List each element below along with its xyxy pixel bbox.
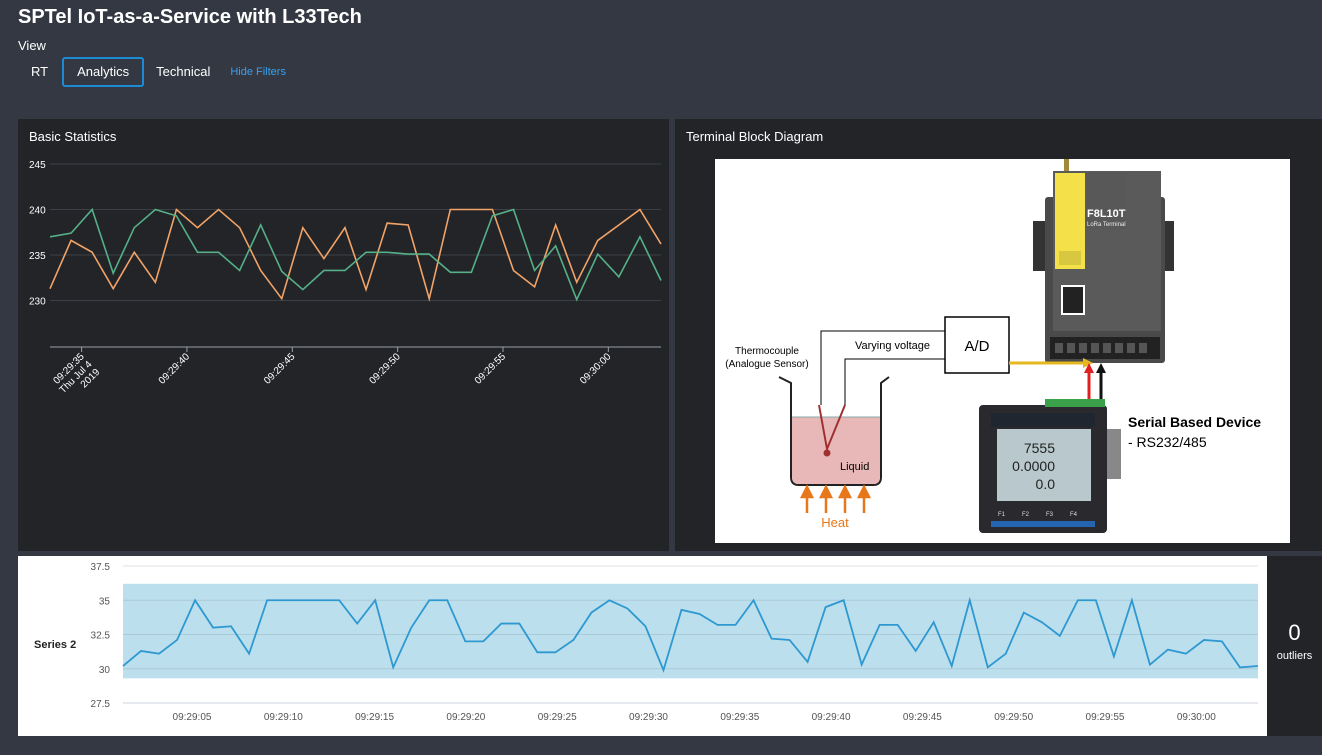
series-x-tick-label: 09:29:40: [812, 712, 851, 723]
app-title: SPTel IoT-as-a-Service with L33Tech: [18, 6, 362, 28]
serial-meter-device: 7555 0.0000 0.0 F1 F2 F3 F4: [979, 399, 1121, 533]
series-x-tick-label: 09:29:10: [264, 712, 303, 723]
serial-device-sub: - RS232/485: [1128, 434, 1207, 450]
series-2-panel: 37.5 35 32.5 30 27.5 09:29:05 09:29:10 09:29:15…: [18, 556, 1267, 736]
heat-label: Heat: [821, 515, 849, 530]
stats-x-tick-group: 09:29:55: [473, 351, 509, 387]
terminal-block-diagram-panel: Terminal Block Diagram F8L10T LoRa Termi…: [675, 119, 1322, 551]
meter-key-f1: F1: [998, 512, 1006, 518]
liquid-label: Liquid: [840, 461, 869, 473]
meter-line-3: 0.0: [1036, 476, 1056, 492]
series-x-tick-label: 09:29:30: [629, 712, 668, 723]
ad-label: A/D: [964, 338, 989, 355]
stats-y-tick-label: 235: [29, 251, 46, 262]
stats-x-tick-label: 09:30:00: [578, 351, 614, 387]
stats-x-tick-group: 09:29:45: [262, 351, 298, 387]
meter-key-f4: F4: [1070, 512, 1078, 518]
basic-statistics-panel: Basic Statistics 245 240 235 230 09:29:35 Thu…: [18, 119, 669, 551]
tab-analytics[interactable]: Analytics: [62, 57, 145, 87]
stats-x-tick-label: 09:29:45: [262, 351, 298, 387]
beaker: Liquid: [778, 376, 890, 486]
meter-key-f2: F2: [1022, 512, 1030, 518]
diagram-drawing: F8L10T LoRa Terminal A/D: [725, 159, 1261, 533]
series-y-tick-label: 32.5: [91, 631, 111, 642]
stats-y-tick-label: 230: [29, 297, 46, 308]
series-x-tick-label: 09:29:50: [994, 712, 1033, 723]
stats-x-tick-label: 09:29:40: [157, 351, 193, 387]
outliers-label: outliers: [1276, 650, 1313, 662]
series-x-tick-label: 09:29:55: [1086, 712, 1125, 723]
thermocouple-label: Thermocouple: [735, 346, 799, 357]
hide-filters-link[interactable]: Hide Filters: [230, 66, 286, 78]
stats-x-tick-group: 09:29:50: [367, 351, 403, 387]
diagram-image: F8L10T LoRa Terminal A/D: [715, 159, 1290, 543]
tab-technical[interactable]: Technical: [156, 64, 211, 79]
tab-rt[interactable]: RT: [31, 64, 49, 79]
series-x-tick-label: 09:29:05: [173, 712, 212, 723]
series-x-tick-label: 09:29:45: [903, 712, 942, 723]
series-x-tick-label: 09:29:35: [720, 712, 759, 723]
stats-x-tick-group: 09:30:00: [578, 351, 614, 387]
lora-terminal-device: F8L10T LoRa Terminal: [1033, 159, 1174, 363]
basic-statistics-title: Basic Statistics: [29, 129, 117, 144]
series-x-tick-label: 09:29:20: [446, 712, 485, 723]
series-2-label: Series 2: [34, 639, 76, 651]
series-x-tick-label: 09:30:00: [1177, 712, 1216, 723]
stats-series-line-orange: [49, 208, 662, 302]
stats-y-tick-label: 245: [29, 160, 46, 171]
outliers-count: 0: [1288, 620, 1301, 645]
stats-x-tick-label: 09:29:50: [367, 351, 403, 387]
series-2-line: [122, 596, 1259, 673]
device-name: F8L10T: [1087, 208, 1126, 220]
device-sub: LoRa Terminal: [1087, 222, 1126, 228]
terminal-block-diagram-title: Terminal Block Diagram: [686, 129, 824, 144]
series-x-tick-label: 09:29:25: [538, 712, 577, 723]
analogue-sensor-label: (Analogue Sensor): [725, 359, 808, 370]
stats-x-tick-group: 09:29:40: [157, 351, 193, 387]
varying-voltage-label: Varying voltage: [855, 340, 930, 352]
meter-line-1: 7555: [1024, 440, 1055, 456]
meter-key-f3: F3: [1046, 512, 1054, 518]
stats-x-tick-label: 09:29:55: [473, 351, 509, 387]
view-label: View: [18, 38, 46, 53]
serial-device-title: Serial Based Device: [1128, 414, 1261, 430]
outliers-panel: 0 outliers: [1267, 556, 1322, 736]
view-tabs: RT Analytics Technical Hide Filters: [18, 56, 286, 88]
series-y-tick-label: 30: [99, 665, 111, 676]
series-2-chart: 37.5 35 32.5 30 27.5 09:29:05 09:29:10 09:29:15…: [34, 562, 1259, 723]
series-y-tick-label: 35: [99, 596, 111, 607]
meter-line-2: 0.0000: [1012, 458, 1055, 474]
series-y-tick-label: 27.5: [91, 699, 111, 710]
series-y-tick-label: 37.5: [91, 562, 111, 573]
stats-y-tick-label: 240: [29, 206, 46, 217]
ad-converter-box: [944, 316, 1010, 374]
stats-series-line-green: [49, 207, 662, 302]
series-range-band: [123, 583, 1258, 679]
series-x-tick-label: 09:29:15: [355, 712, 394, 723]
